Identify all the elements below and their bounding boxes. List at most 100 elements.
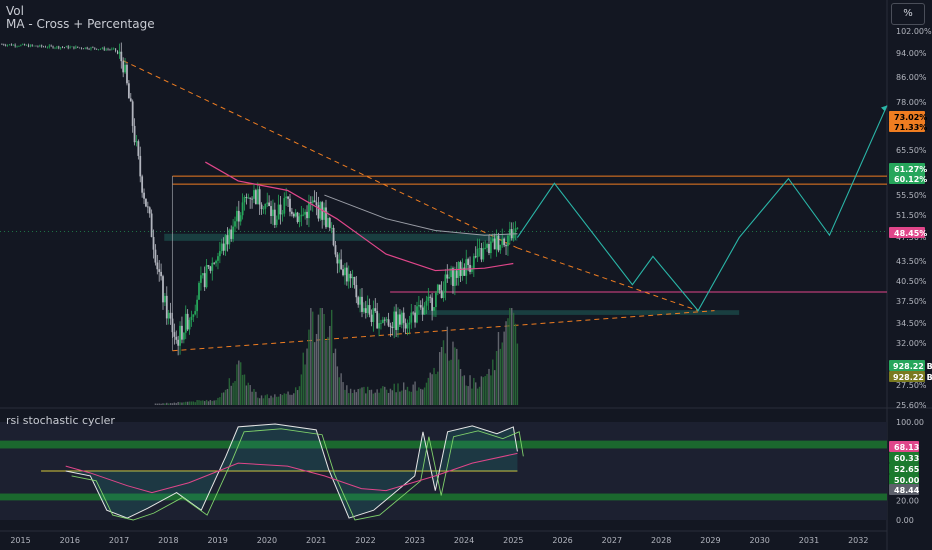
volume-bar <box>315 333 318 405</box>
candle-body <box>31 44 33 46</box>
volume-bar <box>446 326 448 405</box>
candle-body <box>253 190 255 199</box>
price-tick-label: 78.00% <box>896 98 927 107</box>
price-badge-bg <box>889 121 925 132</box>
candle-body <box>412 312 415 314</box>
candle-body <box>361 296 363 312</box>
candle-body <box>508 229 511 236</box>
candle-body <box>86 47 88 49</box>
candle-body <box>450 268 452 278</box>
candle-body <box>222 243 225 251</box>
candle-body <box>124 64 126 73</box>
candle-body <box>109 49 111 51</box>
candle-body <box>275 219 278 225</box>
volume-bar <box>384 386 386 405</box>
candle-body <box>105 49 107 51</box>
candle-body <box>260 204 263 209</box>
candle-body <box>465 259 468 276</box>
volume-bar <box>376 389 378 405</box>
candle-body <box>264 203 267 209</box>
volume-bar <box>164 403 166 405</box>
candle-body <box>16 46 18 48</box>
volume-bar <box>340 373 342 405</box>
volume-bar <box>196 400 198 405</box>
candle-body <box>505 245 507 247</box>
candle-body <box>177 339 180 346</box>
osc-badge-4: 48.44 <box>894 486 920 495</box>
candle-body <box>131 101 134 126</box>
candle-body <box>190 316 193 321</box>
candle-body <box>296 212 299 222</box>
volume-bar <box>401 390 403 405</box>
volume-bar <box>368 390 371 405</box>
osc-tick-label: 0.00 <box>896 516 914 525</box>
volume-bar <box>397 383 399 405</box>
price-badge-2: 61.27% <box>894 165 927 174</box>
volume-bar <box>385 389 388 405</box>
volume-bar <box>363 386 365 405</box>
candle-body <box>249 197 252 199</box>
candle-body <box>92 47 94 49</box>
candle-body <box>96 48 98 50</box>
candle-body <box>397 314 399 330</box>
volume-bar <box>207 401 210 405</box>
candle-body <box>8 44 10 46</box>
candle-body <box>226 235 229 245</box>
volume-badge-bg <box>889 371 925 382</box>
candle-body <box>347 273 350 282</box>
osc-badge-0: 68.13 <box>894 443 919 452</box>
candle-body <box>436 284 439 293</box>
candle-body <box>474 256 477 258</box>
candle-body <box>188 320 191 330</box>
volume-bar <box>179 402 181 405</box>
volume-bar <box>511 308 513 405</box>
time-axis: 2015 2016 2017 2018 2019 2020 2021 2022 2023 2024… <box>10 536 868 545</box>
candle-body <box>129 98 132 102</box>
candle-body <box>60 47 62 49</box>
volume-bar <box>448 360 450 405</box>
long-ma-line <box>324 194 518 236</box>
volume-bar <box>293 393 295 405</box>
candle-body <box>309 202 312 203</box>
volume-bar <box>190 401 193 405</box>
volume-bar <box>240 362 242 405</box>
candle-body <box>215 260 217 264</box>
candle-body <box>88 48 90 50</box>
candle-body <box>67 46 69 49</box>
candle-body <box>423 305 426 315</box>
volume-bar <box>185 401 187 405</box>
candle-body <box>425 300 428 306</box>
volume-bar <box>382 386 384 405</box>
osc-tick-label: 100.00 <box>896 418 924 427</box>
volume-bar <box>355 392 358 405</box>
volume-bar <box>393 383 395 405</box>
candle-body <box>471 268 473 272</box>
volume-bar <box>456 348 458 405</box>
volume-bar <box>420 388 422 405</box>
time-tick-label: 2032 <box>848 536 868 545</box>
volume-bar <box>298 386 301 405</box>
candle-body <box>10 44 12 46</box>
volume-bar <box>219 397 221 405</box>
candle-body <box>133 125 136 143</box>
osc-tick-label: 20.00 <box>896 496 919 505</box>
candle-body <box>467 259 470 265</box>
candle-body <box>196 299 199 312</box>
candle-body <box>516 227 519 229</box>
volume-bar <box>230 385 232 405</box>
volume-bar <box>272 397 274 405</box>
candle-body <box>152 237 155 250</box>
volume-bar <box>463 375 466 405</box>
volume-bar <box>171 403 174 405</box>
volume-bar <box>158 403 160 405</box>
volume-bar <box>330 309 333 405</box>
candle-body <box>137 141 140 156</box>
candle-body <box>476 248 479 258</box>
volume-bar <box>257 397 259 405</box>
candle-body <box>302 214 305 216</box>
percent-scale-button[interactable]: % <box>891 3 925 25</box>
price-badge-bg <box>889 227 925 238</box>
volume-bar <box>222 392 225 405</box>
osc-badge-3: 50.00 <box>894 476 920 485</box>
